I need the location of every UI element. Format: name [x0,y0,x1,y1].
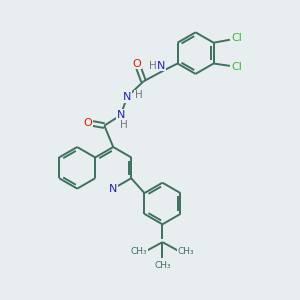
Text: N: N [123,92,131,102]
Text: CH₃: CH₃ [154,261,171,270]
Text: CH₃: CH₃ [178,247,194,256]
Text: Cl: Cl [231,33,242,43]
Text: H: H [120,120,128,130]
Text: O: O [84,118,92,128]
Text: CH₃: CH₃ [130,247,147,256]
Text: H: H [135,90,142,100]
Text: N: N [116,110,125,120]
Text: N: N [109,184,117,194]
Text: H: H [149,61,157,70]
Text: Cl: Cl [231,62,242,72]
Text: N: N [157,61,166,70]
Text: O: O [133,58,141,68]
